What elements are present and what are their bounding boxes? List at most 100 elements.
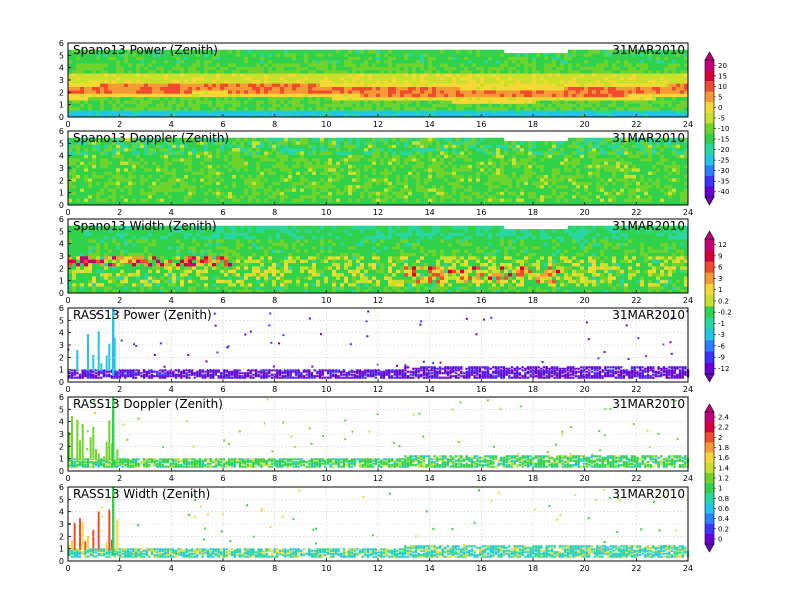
heatmap-cell: [348, 66, 353, 71]
heatmap-cell: [148, 161, 153, 165]
heatmap-cell: [300, 178, 305, 182]
heatmap-cell: [296, 56, 301, 61]
heatmap-cell: [112, 141, 117, 145]
heatmap-cell: [612, 86, 617, 91]
heatmap-cell: [368, 154, 373, 159]
heatmap-cell: [444, 86, 449, 91]
heatmap-cell: [392, 66, 397, 71]
heatmap-cell: [68, 198, 73, 202]
heatmap-cell: [140, 106, 145, 111]
heatmap-cell: [616, 113, 621, 118]
heatmap-cell: [408, 63, 413, 67]
heatmap-cell: [300, 147, 305, 152]
heatmap-cell: [264, 147, 269, 152]
heatmap-cell: [548, 76, 553, 81]
heatmap-cell: [184, 174, 189, 179]
heatmap-cell: [464, 106, 469, 111]
heatmap-cell: [340, 90, 345, 94]
heatmap-cell: [556, 63, 561, 67]
heatmap-cell: [332, 194, 337, 199]
heatmap-cell: [256, 73, 261, 77]
heatmap-cell: [240, 157, 245, 162]
heatmap-cell: [680, 93, 685, 98]
heatmap-cell: [316, 157, 321, 162]
heatmap-cell: [236, 198, 241, 202]
heatmap-cell: [108, 161, 113, 165]
heatmap-cell: [300, 103, 305, 108]
heatmap-cell: [608, 83, 613, 88]
heatmap-cells: [68, 137, 689, 206]
heatmap-cell: [216, 147, 221, 152]
heatmap-cell: [116, 66, 121, 71]
heatmap-cell: [300, 161, 305, 165]
heatmap-cell: [128, 161, 133, 165]
heatmap-cell: [680, 80, 685, 84]
heatmap-cell: [84, 188, 89, 192]
heatmap-cell: [188, 164, 193, 169]
heatmap-cell: [416, 76, 421, 81]
heatmap-cell: [392, 151, 397, 155]
heatmap-cell: [344, 113, 349, 118]
heatmap-cell: [632, 90, 637, 94]
heatmap-cell: [248, 178, 253, 182]
heatmap-cell: [312, 106, 317, 111]
heatmap-cell: [452, 100, 457, 104]
heatmap-cell: [320, 76, 325, 81]
heatmap-cell: [556, 103, 561, 108]
heatmap-cell: [144, 83, 149, 88]
heatmap-cell: [532, 113, 537, 118]
heatmap-cell: [192, 137, 197, 142]
heatmap-cell: [484, 69, 489, 74]
heatmap-cell: [188, 90, 193, 94]
heatmap-cell: [360, 83, 365, 88]
heatmap-cell: [152, 110, 157, 114]
heatmap-cell: [676, 100, 681, 104]
heatmap-cell: [476, 49, 481, 54]
heatmap-cell: [552, 80, 557, 84]
heatmap-cell: [284, 171, 289, 176]
heatmap-cell: [164, 93, 169, 98]
heatmap-cell: [336, 63, 341, 67]
heatmap-cell: [232, 80, 237, 84]
heatmap-cell: [528, 66, 533, 71]
heatmap-cell: [136, 184, 141, 189]
heatmap-cell: [128, 178, 133, 182]
heatmap-cell: [176, 137, 181, 142]
heatmap-cell: [592, 113, 597, 118]
heatmap-cell: [452, 59, 457, 64]
heatmap-cell: [392, 201, 397, 206]
heatmap-cell: [208, 90, 213, 94]
heatmap-cell: [140, 63, 145, 67]
heatmap-cell: [324, 73, 329, 77]
heatmap-cell: [404, 188, 409, 192]
heatmap-cell: [176, 151, 181, 155]
heatmap-cell: [364, 194, 369, 199]
heatmap-cell: [516, 80, 521, 84]
heatmap-cell: [300, 86, 305, 91]
heatmap-cell: [232, 49, 237, 54]
heatmap-cell: [176, 194, 181, 199]
heatmap-cell: [276, 157, 281, 162]
heatmap-cell: [228, 144, 233, 149]
heatmap-cell: [148, 66, 153, 71]
heatmap-cell: [300, 53, 305, 57]
heatmap-cell: [540, 96, 545, 101]
heatmap-cell: [260, 63, 265, 67]
heatmap-cell: [240, 73, 245, 77]
heatmap-cell: [116, 141, 121, 145]
heatmap-cell: [200, 69, 205, 74]
heatmap-cell: [304, 144, 309, 149]
heatmap-cell: [416, 49, 421, 54]
heatmap-cell: [68, 161, 73, 165]
heatmap-cell: [124, 73, 129, 77]
heatmap-cell: [492, 63, 497, 67]
heatmap-cell: [336, 90, 341, 94]
heatmap-cell: [328, 151, 333, 155]
heatmap-cell: [424, 93, 429, 98]
heatmap-cell: [396, 174, 401, 179]
heatmap-cell: [552, 90, 557, 94]
heatmap-cell: [184, 76, 189, 81]
heatmap-cell: [564, 90, 569, 94]
heatmap-cell: [132, 76, 137, 81]
heatmap-cell: [232, 83, 237, 88]
